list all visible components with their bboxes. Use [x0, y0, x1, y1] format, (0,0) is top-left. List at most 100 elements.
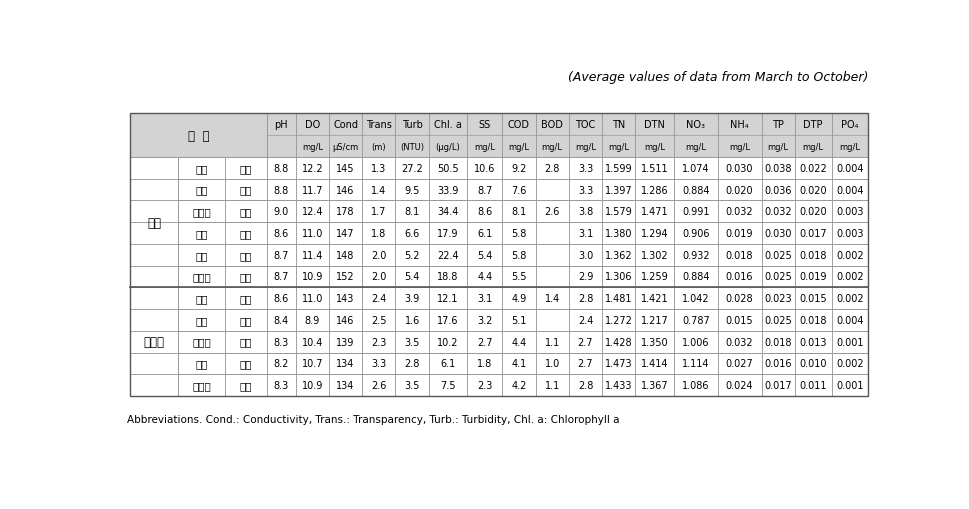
Text: 2.0: 2.0	[371, 272, 387, 282]
Text: 6.1: 6.1	[477, 229, 492, 239]
Text: 2.4: 2.4	[578, 315, 593, 325]
Text: 3.5: 3.5	[404, 380, 420, 390]
Text: 0.020: 0.020	[799, 185, 827, 195]
Bar	[428, 375, 467, 396]
Bar	[674, 331, 718, 353]
Text: mg/L: mg/L	[301, 143, 323, 151]
Text: 134: 134	[336, 359, 355, 369]
Bar	[795, 201, 831, 223]
Bar	[718, 288, 762, 309]
Text: 8.3: 8.3	[273, 380, 289, 390]
Text: 2.9: 2.9	[578, 272, 593, 282]
Text: PO₄: PO₄	[841, 120, 859, 130]
Text: (Average values of data from March to October): (Average values of data from March to Oc…	[568, 71, 868, 84]
Bar	[795, 244, 831, 266]
Bar	[130, 288, 868, 309]
Text: 2.4: 2.4	[371, 294, 387, 304]
Text: 8.6: 8.6	[273, 229, 289, 239]
Bar	[602, 179, 636, 201]
Bar	[718, 353, 762, 375]
Bar	[130, 375, 868, 396]
Bar	[674, 353, 718, 375]
Bar	[130, 179, 868, 201]
Text: 1.471: 1.471	[641, 207, 669, 217]
Bar	[178, 244, 225, 266]
Bar	[536, 353, 569, 375]
Text: 0.001: 0.001	[836, 380, 863, 390]
Text: 0.004: 0.004	[836, 185, 863, 195]
Text: 댐앞: 댐앞	[239, 359, 252, 369]
Bar	[130, 158, 178, 288]
Text: DTN: DTN	[644, 120, 665, 130]
Bar	[178, 288, 225, 309]
Bar	[225, 331, 266, 353]
Bar	[296, 288, 328, 309]
Text: mg/L: mg/L	[609, 143, 629, 151]
Bar	[428, 266, 467, 288]
Text: 5.4: 5.4	[404, 272, 420, 282]
Bar	[395, 114, 428, 158]
Text: mg/L: mg/L	[474, 143, 495, 151]
Bar	[467, 158, 502, 179]
Bar	[225, 375, 266, 396]
Bar	[467, 266, 502, 288]
Text: 본류: 본류	[196, 163, 207, 174]
Text: μS/cm: μS/cm	[332, 143, 359, 151]
Bar	[130, 244, 868, 266]
Bar	[636, 309, 674, 331]
Bar	[831, 266, 868, 288]
Bar	[130, 331, 868, 353]
Text: 0.004: 0.004	[836, 315, 863, 325]
Bar	[831, 201, 868, 223]
Text: (μg/L): (μg/L)	[436, 143, 460, 151]
Bar	[602, 201, 636, 223]
Text: 1.042: 1.042	[682, 294, 709, 304]
Bar	[636, 266, 674, 288]
Text: 신곡: 신곡	[239, 272, 252, 282]
Bar	[569, 201, 602, 223]
Text: 2.8: 2.8	[545, 163, 560, 174]
Text: 0.003: 0.003	[836, 229, 863, 239]
Bar	[536, 309, 569, 331]
Bar	[795, 223, 831, 244]
Text: 0.884: 0.884	[682, 272, 709, 282]
Text: 1.428: 1.428	[605, 337, 633, 347]
Text: 10.9: 10.9	[301, 272, 323, 282]
Bar	[178, 179, 225, 201]
Bar	[569, 244, 602, 266]
Text: 8.7: 8.7	[477, 185, 492, 195]
Text: 5.8: 5.8	[512, 250, 526, 260]
Text: 1.086: 1.086	[682, 380, 709, 390]
Text: DTP: DTP	[803, 120, 823, 130]
Bar	[266, 375, 296, 396]
Bar	[569, 353, 602, 375]
Text: 0.018: 0.018	[726, 250, 753, 260]
Bar	[502, 266, 536, 288]
Bar	[296, 223, 328, 244]
Bar	[130, 114, 868, 396]
Text: 0.022: 0.022	[799, 163, 828, 174]
Bar	[762, 266, 795, 288]
Text: 0.004: 0.004	[836, 163, 863, 174]
Text: 3.3: 3.3	[578, 185, 593, 195]
Bar	[831, 223, 868, 244]
Bar	[762, 201, 795, 223]
Text: 2.8: 2.8	[578, 380, 593, 390]
Bar	[130, 375, 868, 396]
Text: 5.4: 5.4	[477, 250, 492, 260]
Bar	[636, 331, 674, 353]
Text: 0.016: 0.016	[726, 272, 753, 282]
Text: 0.884: 0.884	[682, 185, 709, 195]
Bar	[467, 331, 502, 353]
Bar	[130, 244, 868, 266]
Text: 1.294: 1.294	[641, 229, 669, 239]
Bar	[467, 353, 502, 375]
Bar	[467, 179, 502, 201]
Text: 0.002: 0.002	[836, 250, 863, 260]
Text: 3.1: 3.1	[578, 229, 593, 239]
Text: 0.787: 0.787	[682, 315, 709, 325]
Bar	[296, 158, 328, 179]
Text: (NTU): (NTU)	[400, 143, 424, 151]
Bar	[362, 331, 395, 353]
Bar	[569, 331, 602, 353]
